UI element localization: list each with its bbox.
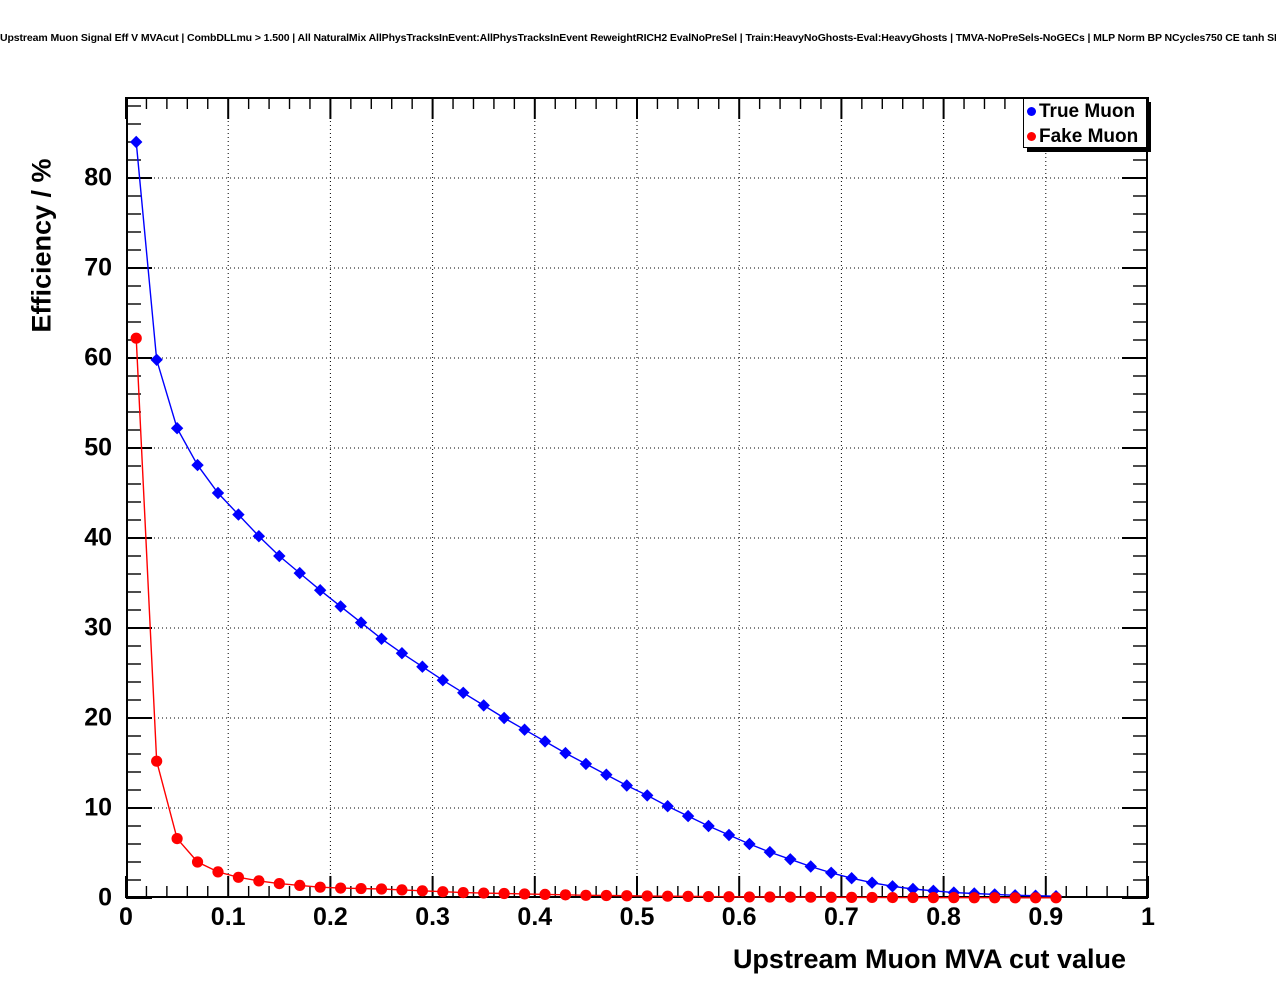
x-tick-label: 0.3 — [415, 903, 450, 931]
legend-marker-true-muon — [1027, 107, 1036, 116]
y-tick-label: 70 — [84, 253, 112, 282]
y-tick-label: 40 — [84, 523, 112, 552]
legend-label-true-muon: True Muon — [1039, 101, 1136, 122]
y-tick-label: 80 — [84, 163, 112, 192]
x-tick-label: 0.4 — [517, 903, 553, 931]
y-tick-label: 30 — [84, 613, 112, 642]
chart-legend[interactable]: True Muon Fake Muon — [1023, 98, 1147, 148]
chart-gridlines — [126, 97, 1148, 898]
y-tick-label: 10 — [84, 793, 112, 822]
x-tick-label: 0.8 — [926, 903, 961, 931]
x-tick-label: 0.7 — [824, 903, 859, 931]
legend-item-fake-muon[interactable]: Fake Muon — [1024, 124, 1146, 149]
y-axis-title: Efficiency / % — [26, 158, 57, 333]
x-tick-label: 0.6 — [721, 903, 757, 931]
legend-item-true-muon[interactable]: True Muon — [1024, 99, 1146, 124]
x-tick-label: 0 — [119, 903, 133, 931]
legend-marker-fake-muon — [1027, 132, 1036, 141]
y-tick-label: 50 — [84, 433, 112, 462]
y-tick-label: 0 — [98, 883, 112, 912]
plot-frame — [126, 97, 1148, 898]
y-tick-label: 60 — [84, 343, 112, 372]
y-tick-label: 20 — [84, 703, 112, 732]
x-axis-title: Upstream Muon MVA cut value — [732, 944, 1126, 974]
x-tick-label: 0.5 — [619, 903, 655, 931]
x-tick-label: 0.9 — [1028, 903, 1064, 931]
chart-data-points — [130, 135, 1063, 904]
x-tick-label: 1 — [1141, 903, 1155, 931]
chart-axis-ticks — [125, 97, 1149, 899]
page-title: Upstream Muon Signal Eff V MVAcut | Comb… — [0, 32, 1276, 44]
x-tick-label: 0.2 — [313, 903, 348, 931]
legend-label-fake-muon: Fake Muon — [1039, 126, 1139, 147]
x-tick-label: 0.1 — [210, 903, 246, 931]
